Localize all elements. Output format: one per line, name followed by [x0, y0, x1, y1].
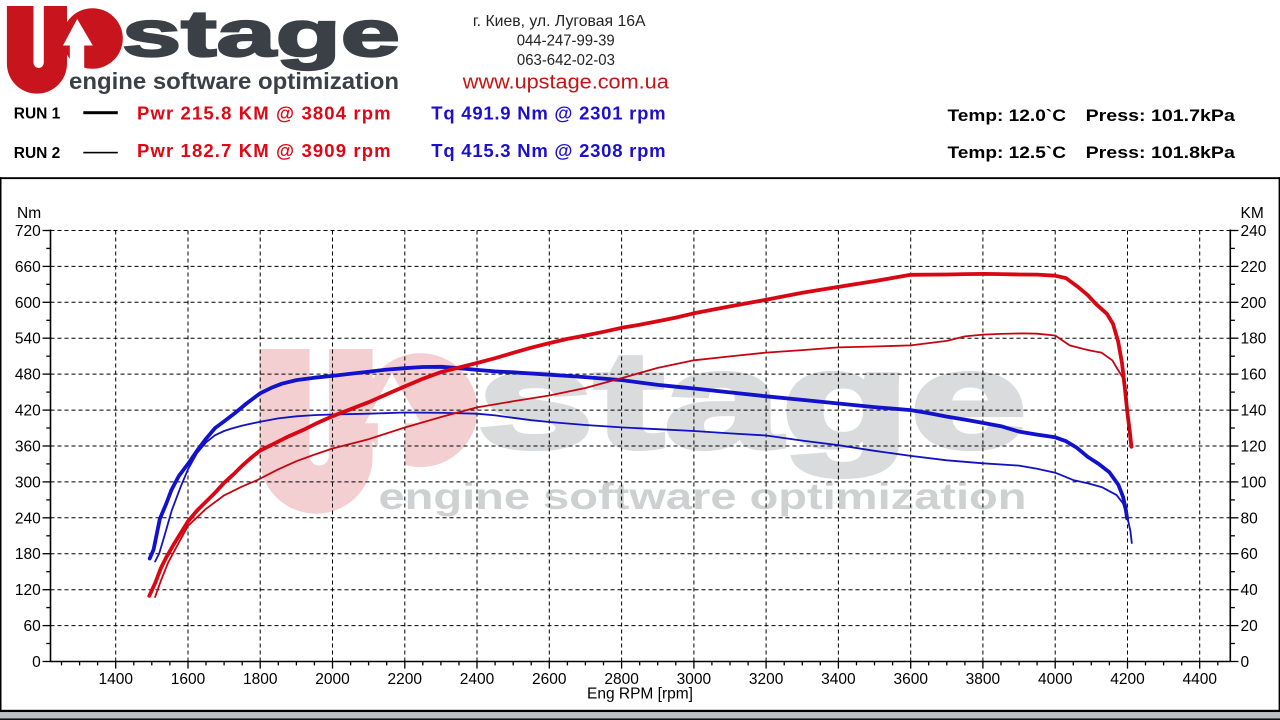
svg-text:600: 600: [15, 295, 41, 312]
svg-text:stage: stage: [477, 324, 1027, 478]
svg-text:60: 60: [24, 618, 42, 635]
svg-text:540: 540: [15, 331, 41, 348]
svg-text:1400: 1400: [98, 671, 133, 688]
svg-text:KM: KM: [1241, 205, 1264, 222]
svg-text:Temp: 12.5`C: Temp: 12.5`C: [948, 144, 1067, 162]
svg-text:3200: 3200: [749, 671, 784, 688]
svg-text:063-642-02-03: 063-642-02-03: [517, 52, 615, 69]
svg-text:420: 420: [15, 403, 41, 420]
svg-text:RUN 2: RUN 2: [14, 145, 61, 162]
svg-text:3600: 3600: [893, 671, 928, 688]
svg-text:4400: 4400: [1182, 671, 1217, 688]
svg-text:20: 20: [1241, 618, 1259, 635]
svg-text:200: 200: [1241, 295, 1267, 312]
svg-text:2600: 2600: [532, 671, 567, 688]
svg-text:www.upstage.com.ua: www.upstage.com.ua: [462, 72, 670, 94]
svg-text:4000: 4000: [1038, 671, 1073, 688]
svg-text:3800: 3800: [966, 671, 1001, 688]
svg-text:2400: 2400: [460, 671, 495, 688]
svg-text:Pwr 215.8 KM @ 3804 rpm: Pwr 215.8 KM @ 3804 rpm: [137, 102, 391, 123]
svg-text:4200: 4200: [1110, 671, 1145, 688]
svg-text:300: 300: [15, 474, 41, 491]
svg-text:2200: 2200: [388, 671, 423, 688]
svg-text:engine software optimization: engine software optimization: [379, 475, 1027, 517]
svg-text:1600: 1600: [171, 671, 206, 688]
svg-text:Temp: 12.0`C: Temp: 12.0`C: [948, 107, 1067, 125]
svg-text:360: 360: [15, 439, 41, 456]
svg-text:60: 60: [1241, 546, 1259, 563]
svg-text:660: 660: [15, 259, 41, 276]
svg-text:Press: 101.8kPa: Press: 101.8kPa: [1086, 144, 1236, 162]
svg-text:720: 720: [15, 223, 41, 240]
svg-text:Nm: Nm: [17, 205, 41, 222]
svg-text:044-247-99-39: 044-247-99-39: [517, 33, 615, 50]
svg-text:120: 120: [15, 582, 41, 599]
svg-text:220: 220: [1241, 259, 1267, 276]
svg-text:2000: 2000: [315, 671, 350, 688]
svg-text:180: 180: [1241, 331, 1267, 348]
svg-text:160: 160: [1241, 367, 1267, 384]
svg-text:0: 0: [1241, 654, 1250, 671]
svg-text:Press: 101.7kPa: Press: 101.7kPa: [1086, 107, 1236, 125]
svg-text:Tq 415.3 Nm @ 2308 rpm: Tq 415.3 Nm @ 2308 rpm: [431, 140, 665, 161]
svg-text:180: 180: [15, 546, 41, 563]
svg-text:3000: 3000: [677, 671, 712, 688]
svg-text:3400: 3400: [821, 671, 856, 688]
svg-text:Eng RPM [rpm]: Eng RPM [rpm]: [587, 686, 693, 703]
svg-text:40: 40: [1241, 582, 1259, 599]
svg-text:stage: stage: [122, 0, 400, 70]
svg-text:80: 80: [1241, 510, 1259, 527]
svg-text:480: 480: [15, 367, 41, 384]
svg-text:240: 240: [15, 510, 41, 527]
svg-text:1800: 1800: [243, 671, 278, 688]
svg-text:100: 100: [1241, 474, 1267, 491]
svg-text:Tq 491.9 Nm @ 2301 rpm: Tq 491.9 Nm @ 2301 rpm: [431, 102, 665, 123]
svg-text:RUN 1: RUN 1: [14, 105, 61, 122]
svg-text:engine software optimization: engine software optimization: [69, 68, 399, 94]
svg-text:240: 240: [1241, 223, 1267, 240]
svg-text:2800: 2800: [604, 671, 639, 688]
svg-text:140: 140: [1241, 403, 1267, 420]
svg-text:120: 120: [1241, 439, 1267, 456]
svg-text:Pwr 182.7 KM @ 3909 rpm: Pwr 182.7 KM @ 3909 rpm: [137, 140, 391, 161]
svg-text:0: 0: [32, 654, 41, 671]
svg-text:г. Киев, ул. Луговая 16А: г. Киев, ул. Луговая 16А: [473, 13, 646, 30]
